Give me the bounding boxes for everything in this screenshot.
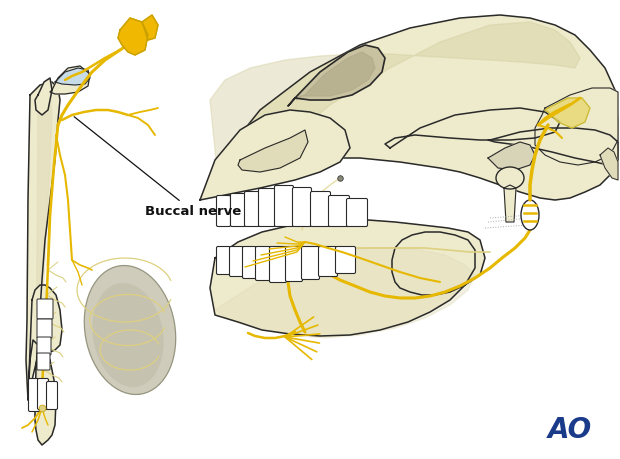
FancyBboxPatch shape (46, 381, 58, 409)
Polygon shape (288, 45, 385, 106)
Polygon shape (385, 108, 560, 148)
FancyBboxPatch shape (229, 246, 244, 276)
Polygon shape (238, 130, 308, 172)
Polygon shape (545, 98, 590, 128)
Polygon shape (26, 82, 60, 445)
FancyBboxPatch shape (329, 196, 350, 226)
Polygon shape (296, 52, 375, 100)
Polygon shape (488, 142, 535, 170)
FancyBboxPatch shape (37, 353, 50, 370)
FancyBboxPatch shape (293, 187, 311, 226)
FancyBboxPatch shape (37, 299, 53, 319)
Polygon shape (55, 68, 90, 85)
Polygon shape (504, 185, 516, 222)
FancyBboxPatch shape (347, 198, 368, 226)
Polygon shape (535, 88, 618, 165)
FancyBboxPatch shape (319, 246, 337, 276)
FancyBboxPatch shape (301, 246, 319, 280)
Polygon shape (215, 248, 475, 338)
FancyBboxPatch shape (242, 246, 257, 279)
Polygon shape (35, 90, 52, 420)
FancyBboxPatch shape (216, 196, 231, 226)
FancyBboxPatch shape (275, 185, 293, 226)
Polygon shape (118, 18, 148, 55)
Ellipse shape (496, 167, 524, 189)
Ellipse shape (92, 283, 164, 387)
Polygon shape (200, 110, 350, 200)
FancyBboxPatch shape (216, 246, 231, 274)
FancyBboxPatch shape (231, 194, 246, 226)
FancyBboxPatch shape (244, 191, 260, 226)
FancyBboxPatch shape (285, 246, 303, 281)
Text: Buccal nerve: Buccal nerve (74, 117, 241, 218)
Polygon shape (600, 148, 618, 180)
FancyBboxPatch shape (37, 379, 48, 409)
Ellipse shape (521, 200, 539, 230)
FancyBboxPatch shape (335, 246, 355, 274)
Polygon shape (50, 66, 90, 94)
FancyBboxPatch shape (311, 191, 330, 226)
Polygon shape (35, 78, 52, 115)
FancyBboxPatch shape (37, 337, 51, 355)
Polygon shape (210, 22, 580, 195)
FancyBboxPatch shape (29, 379, 40, 412)
Ellipse shape (84, 265, 175, 394)
Text: AO: AO (548, 416, 592, 444)
Polygon shape (210, 220, 485, 336)
FancyBboxPatch shape (255, 246, 270, 280)
Polygon shape (142, 15, 158, 40)
Polygon shape (28, 285, 62, 400)
FancyBboxPatch shape (37, 319, 52, 338)
Polygon shape (200, 15, 618, 200)
Polygon shape (488, 128, 618, 165)
FancyBboxPatch shape (270, 246, 286, 282)
FancyBboxPatch shape (259, 189, 275, 226)
